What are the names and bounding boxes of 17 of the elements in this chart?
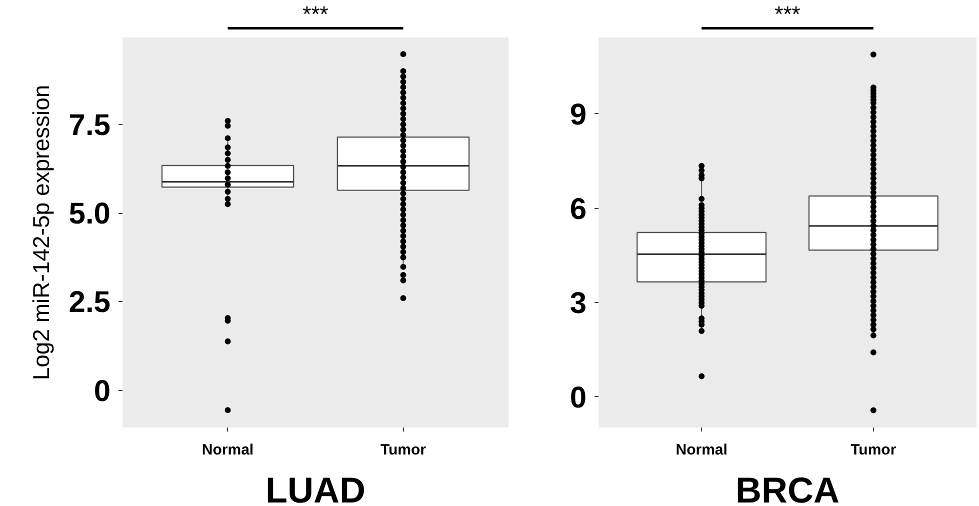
y-tick-label: 6	[570, 192, 587, 226]
y-tick-label: 0	[570, 381, 587, 414]
x-tick-label: Normal	[202, 442, 254, 458]
x-tick-label: Normal	[676, 442, 728, 458]
y-tick-label: 3	[570, 287, 587, 320]
text: ***	[302, 1, 329, 26]
x-tick-label: Tumor	[380, 442, 426, 458]
x-tick-label: Tumor	[850, 442, 896, 458]
y-tick-label: 2.5	[68, 286, 111, 320]
x-axis-title: LUAD	[266, 470, 366, 506]
text: ***	[774, 1, 801, 26]
y-tick-label: 7.5	[68, 108, 111, 142]
y-tick-label: 9	[570, 98, 587, 132]
y-axis-title: Log2 miR-142-5p expression	[28, 84, 54, 380]
y-tick-label: 0	[94, 374, 111, 408]
x-axis-title: BRCA	[736, 470, 840, 506]
y-tick-label: 5.0	[68, 198, 111, 230]
